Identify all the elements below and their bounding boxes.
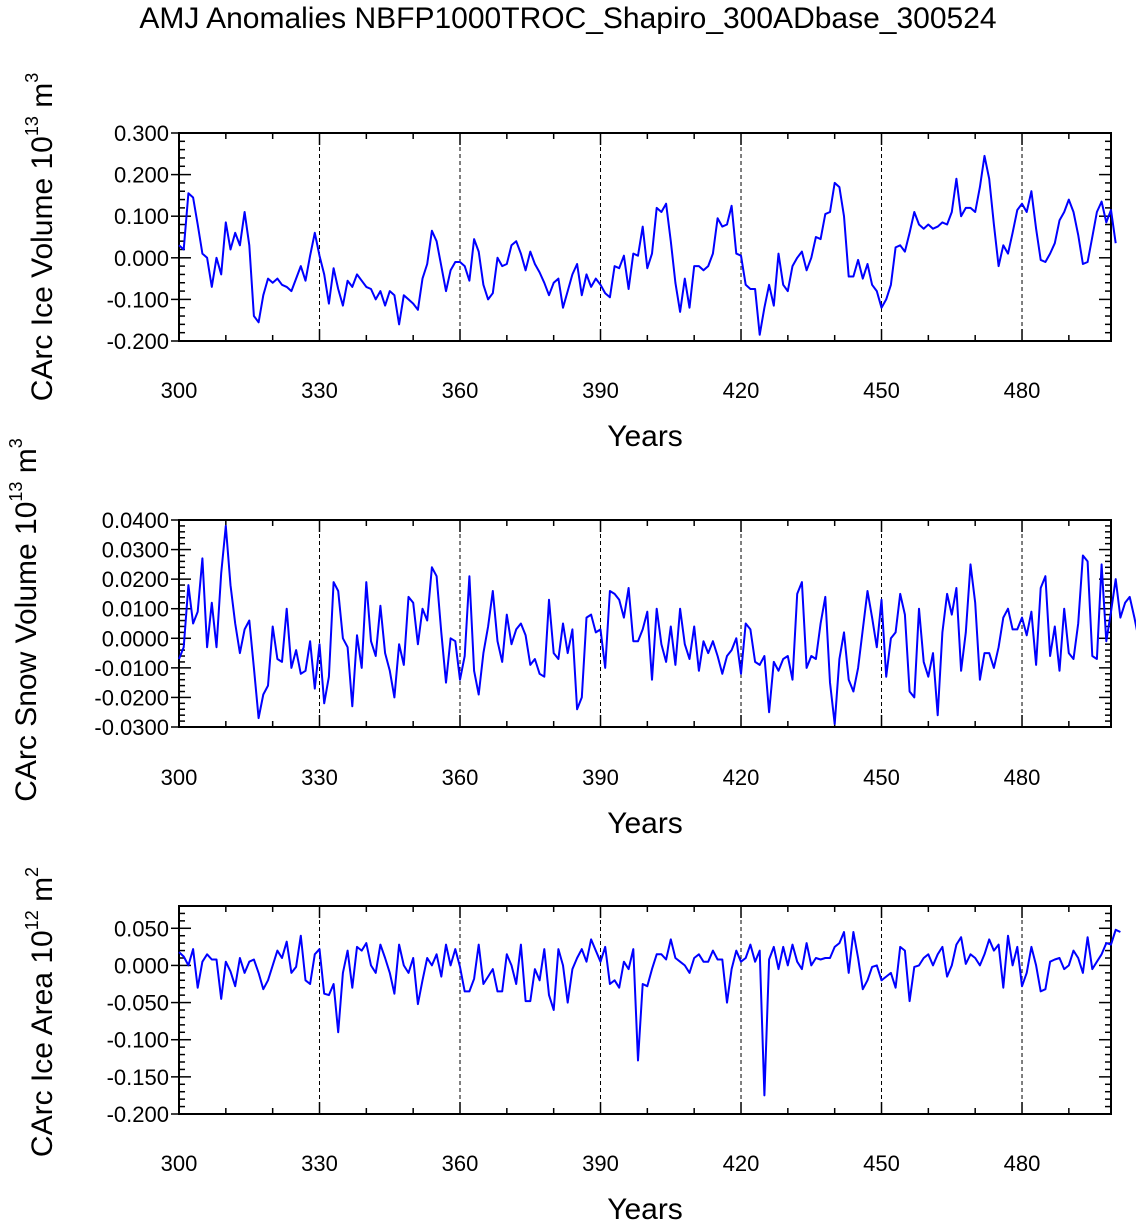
x-tick-label: 420 xyxy=(723,765,760,790)
y-tick-label: 0.0000 xyxy=(102,626,169,651)
x-tick-label: 390 xyxy=(582,378,619,403)
y-tick-label: -0.200 xyxy=(107,329,169,354)
y-tick-label: -0.0200 xyxy=(94,685,169,710)
x-tick-label: 480 xyxy=(1004,378,1041,403)
plot-frame xyxy=(178,132,1112,342)
x-tick-label: 300 xyxy=(161,378,198,403)
x-axis-title: Years xyxy=(607,420,683,453)
y-tick-label: 0.100 xyxy=(114,204,169,229)
y-tick-label: 0.000 xyxy=(114,246,169,271)
x-tick-label: 450 xyxy=(863,765,900,790)
y-axis-title: CArc Ice Area 1012 m2 xyxy=(22,867,59,1157)
y-tick-label: -0.0300 xyxy=(94,715,169,740)
y-axis-title: CArc Ice Volume 1013 m3 xyxy=(22,73,59,402)
data-series-line xyxy=(178,524,1136,725)
x-tick-label: 420 xyxy=(723,378,760,403)
y-tick-label: -0.100 xyxy=(107,287,169,312)
x-tick-label: 450 xyxy=(863,1151,900,1176)
y-tick-label: 0.200 xyxy=(114,163,169,188)
x-tick-label: 480 xyxy=(1004,765,1041,790)
x-tick-label: 360 xyxy=(442,1151,479,1176)
plot-frame xyxy=(178,519,1112,728)
x-tick-label: 300 xyxy=(161,1151,198,1176)
x-tick-label: 450 xyxy=(863,378,900,403)
plot-ice-area: 300 330 360 390 420 450 480 -0.200 -0.150 -0.100 -… xyxy=(22,867,1121,1225)
x-tick-label: 390 xyxy=(582,1151,619,1176)
x-tick-label: 330 xyxy=(301,378,338,403)
y-tick-label: 0.000 xyxy=(114,953,169,978)
x-tick-label: 330 xyxy=(301,1151,338,1176)
x-tick-label: 300 xyxy=(161,765,198,790)
y-tick-label: -0.200 xyxy=(107,1102,169,1127)
y-tick-label: 0.050 xyxy=(114,916,169,941)
y-tick-label: 0.0400 xyxy=(102,508,169,533)
x-tick-label: 480 xyxy=(1004,1151,1041,1176)
x-axis-title: Years xyxy=(607,807,683,840)
x-axis-title: Years xyxy=(607,1193,683,1225)
y-tick-label: -0.050 xyxy=(107,991,169,1016)
y-tick-label: 0.0200 xyxy=(102,567,169,592)
y-tick-label: 0.0100 xyxy=(102,597,169,622)
y-tick-label: 0.0300 xyxy=(102,538,169,563)
y-tick-label: -0.100 xyxy=(107,1028,169,1053)
data-series-line xyxy=(178,154,1117,336)
y-axis-title: CArc Snow Volume 1013 m3 xyxy=(6,438,43,802)
plot-ice-volume: 300 330 360 390 420 450 480 -0.200 -0.100 0.000 0.… xyxy=(22,73,1117,453)
x-tick-label: 420 xyxy=(723,1151,760,1176)
chart-title: AMJ Anomalies NBFP1000TROC_Shapiro_300AD… xyxy=(139,2,997,35)
plot-snow-volume: 300 330 360 390 420 450 480 -0.0300 -0.0200 -0.01… xyxy=(6,438,1136,840)
x-tick-label: 360 xyxy=(442,765,479,790)
x-tick-label: 390 xyxy=(582,765,619,790)
x-tick-label: 330 xyxy=(301,765,338,790)
y-tick-label: -0.0100 xyxy=(94,656,169,681)
plot-frame xyxy=(178,905,1112,1115)
y-tick-label: -0.150 xyxy=(107,1065,169,1090)
x-tick-label: 360 xyxy=(442,378,479,403)
data-series-line xyxy=(178,928,1121,1097)
y-tick-label: 0.300 xyxy=(114,121,169,146)
